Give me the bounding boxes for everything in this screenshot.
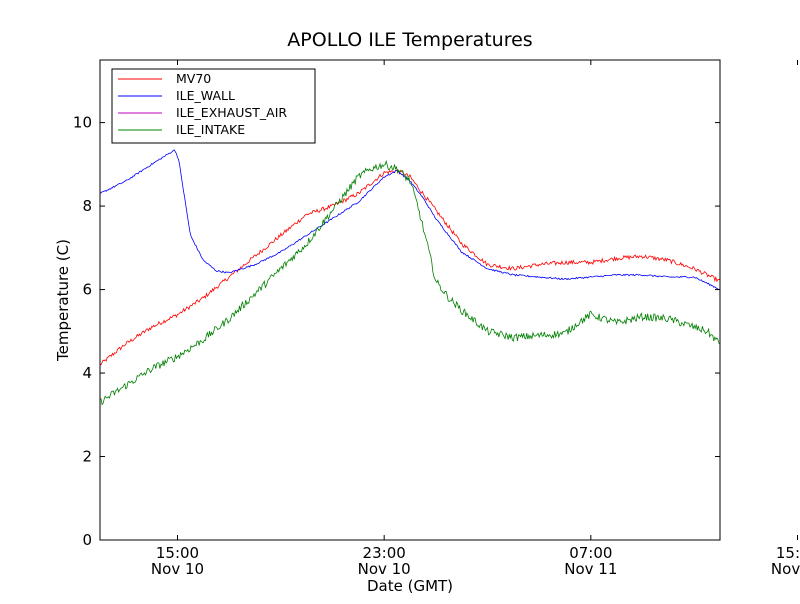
legend-label: ILE_INTAKE bbox=[176, 122, 245, 137]
series-layer bbox=[100, 149, 720, 406]
y-axis-label: Temperature (C) bbox=[54, 239, 72, 362]
legend-label: MV70 bbox=[176, 71, 211, 86]
series-line-mv70 bbox=[100, 169, 720, 366]
y-tick-label: 10 bbox=[73, 114, 92, 132]
y-tick-label: 8 bbox=[82, 197, 92, 215]
y-axis-ticks: 0 2 4 6 8 10 bbox=[73, 114, 720, 549]
legend-box bbox=[111, 68, 316, 144]
x-axis-label: Date (GMT) bbox=[367, 577, 453, 595]
series-line-ile-intake bbox=[100, 159, 720, 406]
y-tick-label: 6 bbox=[82, 281, 92, 299]
series-line-ile-wall bbox=[100, 149, 720, 291]
legend-label: ILE_WALL bbox=[176, 88, 235, 103]
y-tick-label: 0 bbox=[82, 531, 92, 549]
x-tick-label-date: Nov 10 bbox=[358, 560, 411, 578]
legend: MV70 ILE_WALL ILE_EXHAUST_AIR ILE_INTAKE bbox=[111, 68, 316, 144]
y-tick-label: 4 bbox=[82, 364, 92, 382]
chart-title: APOLLO ILE Temperatures bbox=[287, 29, 532, 51]
x-tick-label-time: 07:00 bbox=[569, 544, 612, 562]
x-tick-label-date: Nov 10 bbox=[151, 560, 204, 578]
x-tick-label-time: 15:00 bbox=[156, 544, 199, 562]
x-tick-label-date: Nov 11 bbox=[771, 560, 800, 578]
legend-label: ILE_EXHAUST_AIR bbox=[176, 105, 287, 120]
y-tick-label: 2 bbox=[82, 448, 92, 466]
axes-border bbox=[99, 59, 721, 541]
x-tick-label-time: 15:00 bbox=[776, 544, 800, 562]
x-tick-label-date: Nov 11 bbox=[564, 560, 617, 578]
x-tick-label-time: 23:00 bbox=[363, 544, 406, 562]
